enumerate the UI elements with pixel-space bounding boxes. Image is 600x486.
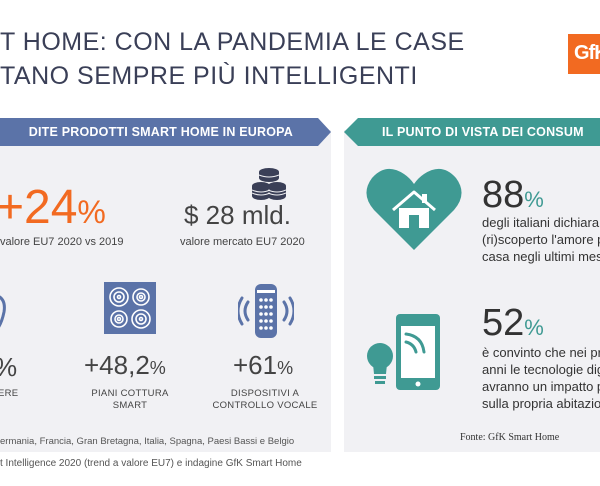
stat-1-line-3: casa negli ultimi mesi <box>482 249 600 264</box>
item-1-value: % <box>0 352 17 383</box>
right-banner: IL PUNTO DI VISTA DEI CONSUM <box>344 118 600 146</box>
coins-stack-icon <box>252 168 286 200</box>
stat-1-text: degli italiani dichiara d (ri)scoperto l… <box>482 214 600 265</box>
item-2-label-line1: PIANI COTTURA <box>91 388 169 399</box>
growth-unit: % <box>77 194 106 230</box>
stat-1-value: 88 <box>482 174 525 216</box>
gfk-logo: GfK <box>568 34 600 74</box>
stat-1-line-2: (ri)scoperto l'amore p <box>482 232 600 247</box>
stat-2-line-2: anni le tecnologie dig <box>482 362 600 377</box>
stat-2-line-3: avranno un impatto p <box>482 379 600 394</box>
item-2-stat: +48,2% <box>84 350 166 381</box>
item-1-label: ERE <box>0 388 19 399</box>
item-3-stat: +61% <box>233 350 293 381</box>
item-3-label-line1: DISPOSITIVI A <box>230 388 300 399</box>
countries-note: ermania, Francia, Gran Bretagna, Italia,… <box>0 436 295 447</box>
item-2-label: PIANI COTTURA SMART <box>90 388 170 412</box>
stat-1-unit: % <box>524 187 544 212</box>
title-line-1: T HOME: CON LA PANDEMIA LE CASE <box>0 28 465 56</box>
stat-2-line-1: è convinto che nei pr <box>482 345 600 360</box>
growth-stat: +24% <box>0 184 106 232</box>
market-caption: valore mercato EU7 2020 <box>180 236 305 248</box>
growth-value: +24 <box>0 181 78 234</box>
stat-2: 52% <box>482 304 544 342</box>
heart-house-icon <box>366 168 462 250</box>
item-2-label-line2: SMART <box>112 400 148 411</box>
growth-caption: valore EU7 2020 vs 2019 <box>0 236 124 248</box>
market-value: $ 28 mld. <box>184 200 291 230</box>
smart-speaker-icon <box>238 284 294 338</box>
item-3-value: +61 <box>233 350 278 380</box>
item-3-unit: % <box>277 358 294 378</box>
stat-2-line-4: sulla propria abitazio <box>482 396 600 411</box>
footer-source: t Intelligence 2020 (trend a valore EU7)… <box>0 458 302 469</box>
item-2-value: +48,2 <box>84 350 150 380</box>
item-3-label: DISPOSITIVI A CONTROLLO VOCALE <box>210 388 320 412</box>
stat-2-text: è convinto che nei pr anni le tecnologie… <box>482 344 600 412</box>
bulb-icon <box>0 295 6 328</box>
stat-1-line-1: degli italiani dichiara d <box>482 215 600 230</box>
title-line-2: TANO SEMPRE PIÙ INTELLIGENTI <box>0 62 418 90</box>
cooktop-icon <box>104 282 156 334</box>
item-2-unit: % <box>149 358 166 378</box>
right-source: Fonte: GfK Smart Home <box>460 432 560 443</box>
stat-1: 88% <box>482 176 544 214</box>
item-3-label-line2: CONTROLLO VOCALE <box>212 400 318 411</box>
stat-2-unit: % <box>524 315 544 340</box>
smartphone-bulb-icon <box>367 314 440 390</box>
left-banner: DITE PRODOTTI SMART HOME IN EUROPA <box>0 118 331 146</box>
stat-2-value: 52 <box>482 302 525 344</box>
